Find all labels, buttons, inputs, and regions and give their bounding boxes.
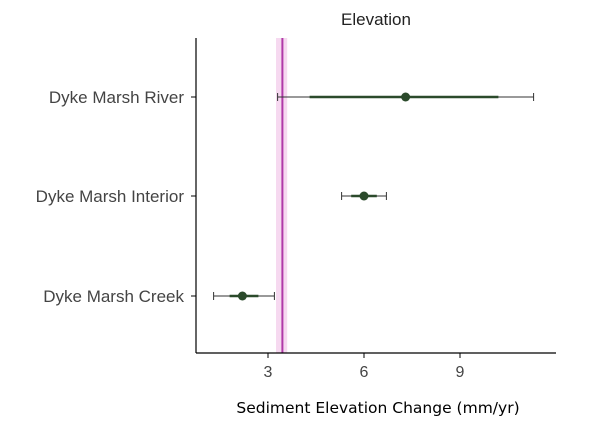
data-point-group [342,192,387,201]
chart-title: Elevation [341,10,411,29]
y-tick-label: Dyke Marsh Interior [36,187,185,206]
data-point-group [214,292,275,301]
x-tick-label: 3 [264,364,273,381]
data-point [360,192,369,201]
y-tick-label: Dyke Marsh Creek [43,287,184,306]
x-tick-label: 6 [360,364,369,381]
plot-area [214,38,534,353]
y-axis: Dyke Marsh River Dyke Marsh Interior Dyke … [36,88,196,306]
x-tick-label: 9 [456,364,465,381]
data-point-group [278,93,534,102]
x-axis-label: Sediment Elevation Change (mm/yr) [236,399,519,417]
x-axis: 3 6 9 [264,353,465,381]
y-tick-label: Dyke Marsh River [49,88,184,107]
data-point [401,93,410,102]
data-point [238,292,247,301]
